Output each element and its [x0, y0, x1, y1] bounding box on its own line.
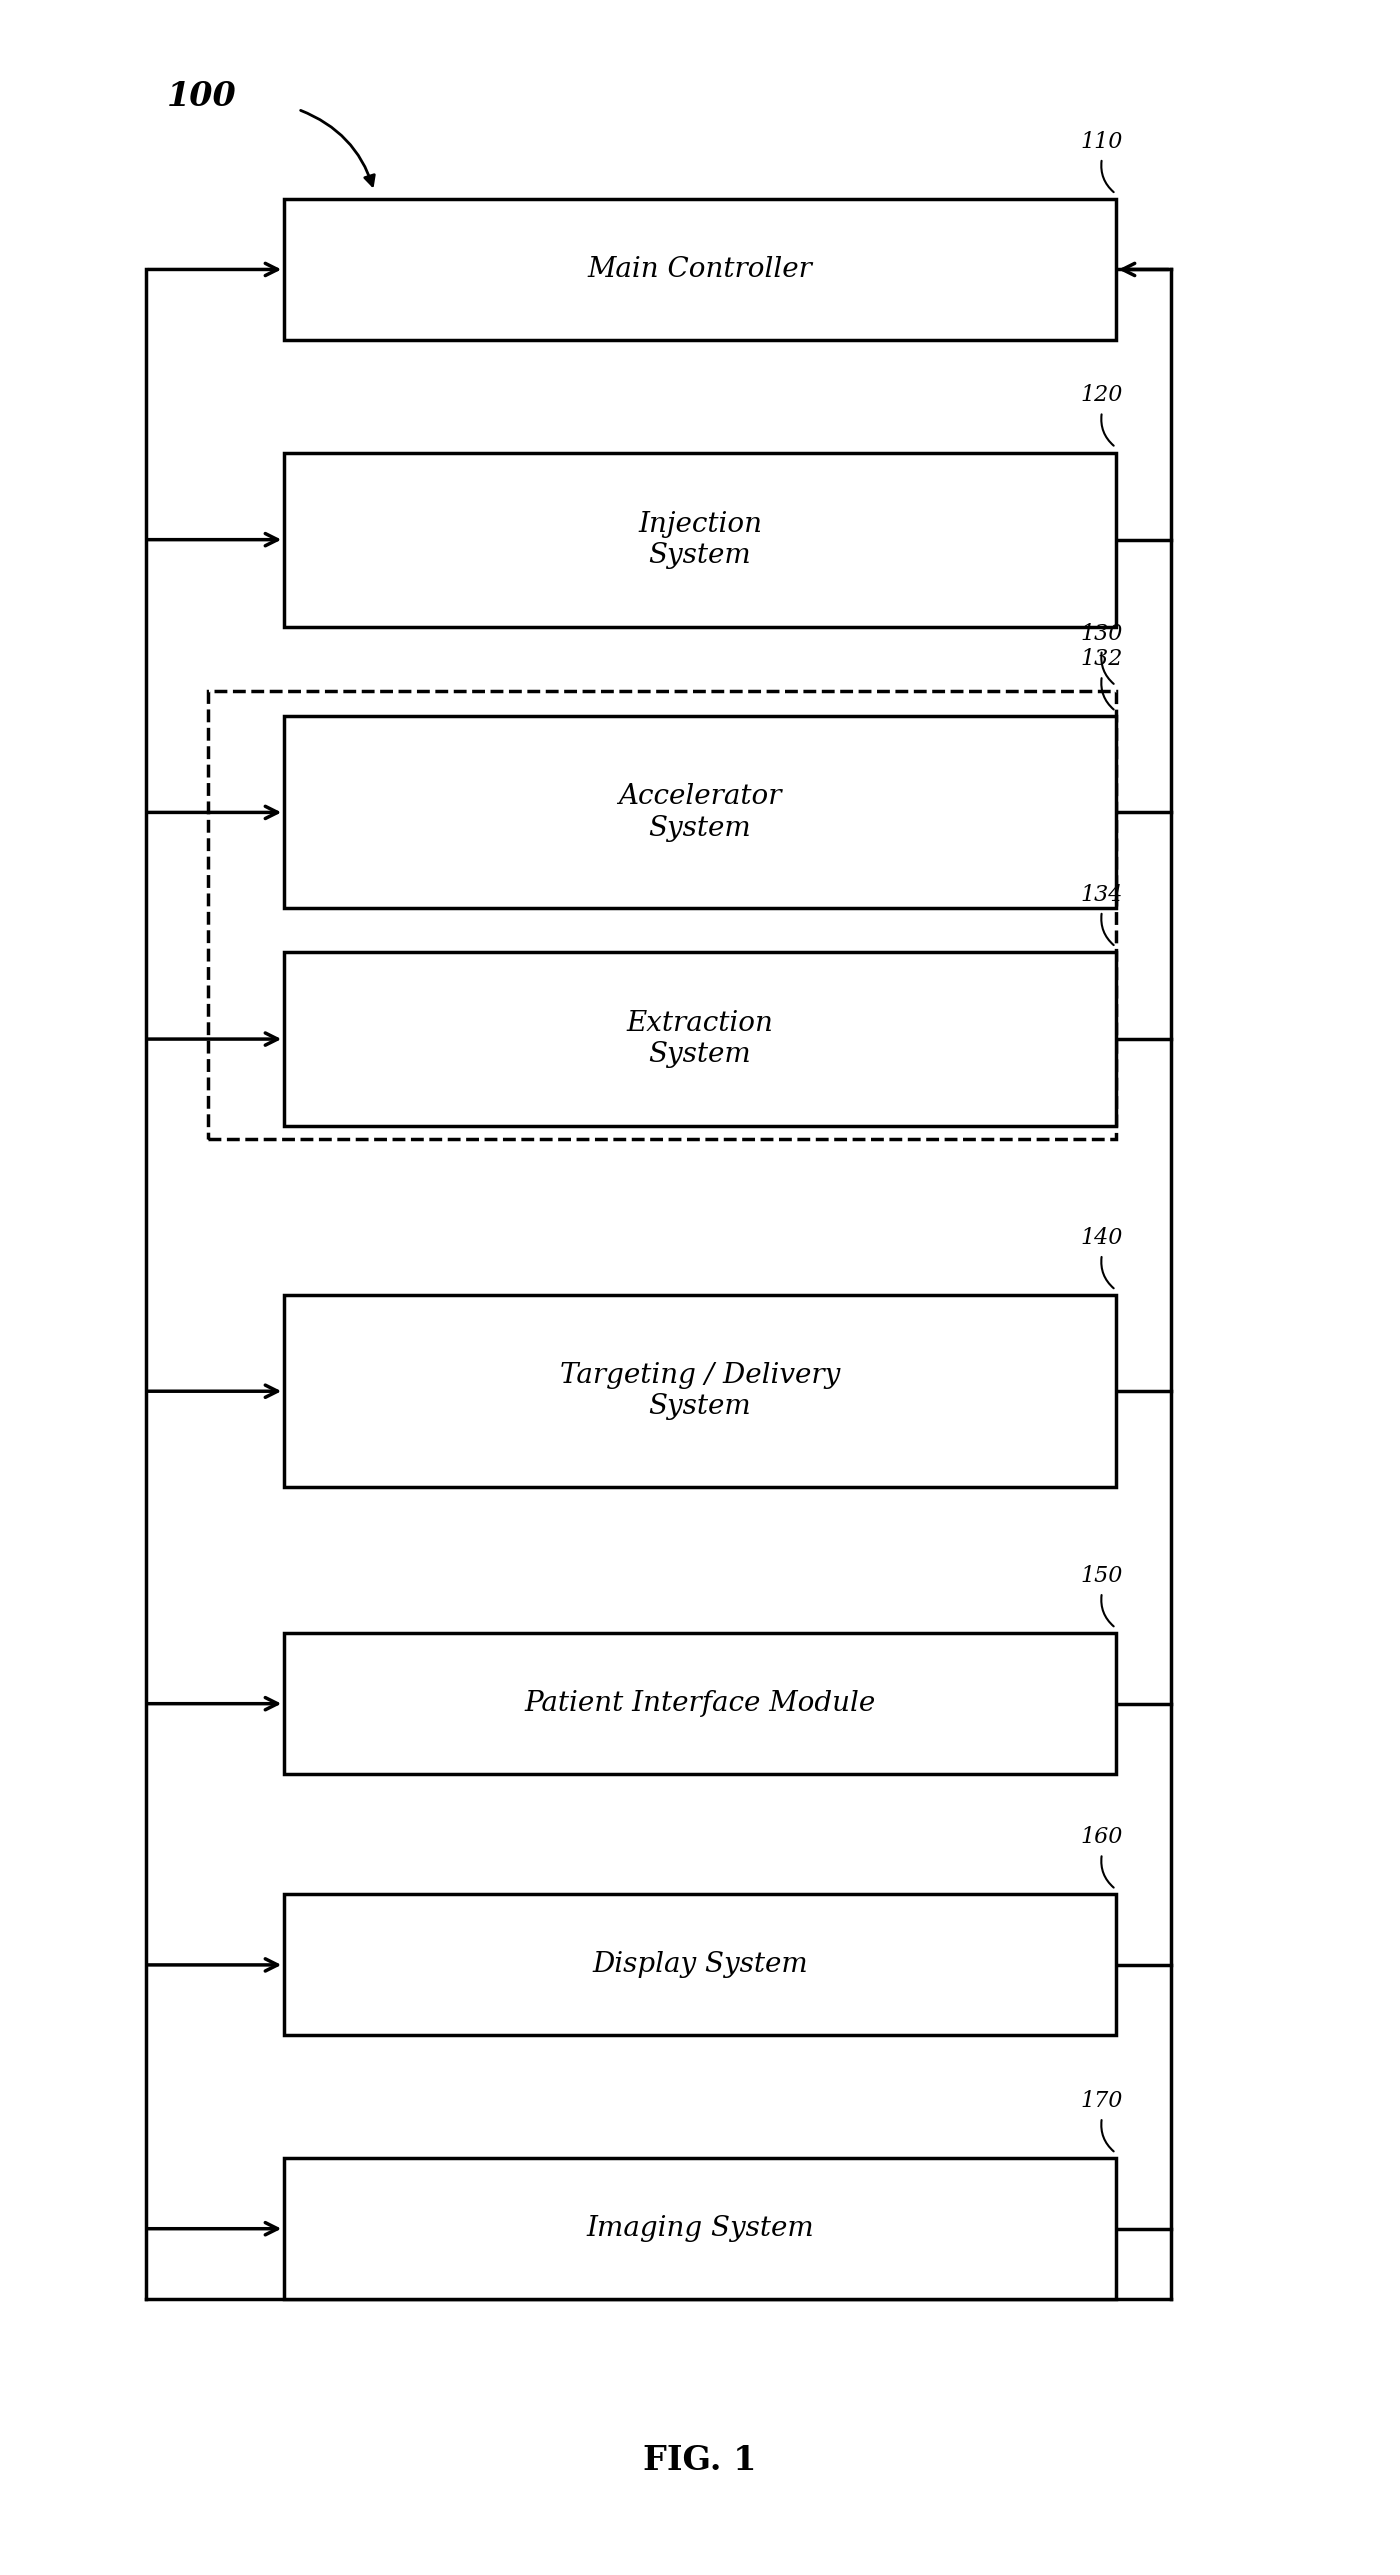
FancyArrowPatch shape — [1102, 1857, 1113, 1887]
Text: Main Controller: Main Controller — [588, 255, 812, 283]
FancyArrowPatch shape — [1102, 160, 1113, 193]
FancyBboxPatch shape — [284, 1633, 1116, 1774]
Text: 132: 132 — [1081, 649, 1123, 670]
Text: Accelerator
System: Accelerator System — [619, 783, 781, 842]
FancyBboxPatch shape — [284, 716, 1116, 909]
FancyArrowPatch shape — [1102, 1257, 1113, 1288]
FancyArrowPatch shape — [1102, 677, 1113, 711]
FancyArrowPatch shape — [1102, 1594, 1113, 1627]
Text: 110: 110 — [1081, 131, 1123, 152]
Text: 140: 140 — [1081, 1228, 1123, 1249]
Text: 100: 100 — [167, 80, 237, 113]
FancyArrowPatch shape — [301, 111, 374, 185]
FancyBboxPatch shape — [209, 690, 1116, 1138]
Text: 160: 160 — [1081, 1826, 1123, 1849]
Text: 130: 130 — [1081, 623, 1123, 644]
FancyArrowPatch shape — [1102, 2119, 1113, 2150]
FancyBboxPatch shape — [284, 2158, 1116, 2299]
FancyBboxPatch shape — [284, 1895, 1116, 2034]
Text: FIG. 1: FIG. 1 — [643, 2444, 757, 2477]
Text: 134: 134 — [1081, 883, 1123, 906]
FancyBboxPatch shape — [284, 453, 1116, 626]
Text: Injection
System: Injection System — [638, 510, 762, 569]
Text: 170: 170 — [1081, 2091, 1123, 2112]
FancyBboxPatch shape — [284, 1295, 1116, 1488]
Text: 120: 120 — [1081, 384, 1123, 407]
FancyArrowPatch shape — [1102, 914, 1113, 945]
Text: Patient Interface Module: Patient Interface Module — [525, 1689, 875, 1718]
Text: Imaging System: Imaging System — [587, 2214, 813, 2243]
Text: Extraction
System: Extraction System — [627, 1009, 773, 1069]
FancyArrowPatch shape — [1102, 415, 1113, 445]
FancyBboxPatch shape — [284, 953, 1116, 1125]
FancyArrowPatch shape — [1102, 651, 1113, 685]
Text: Targeting / Delivery
System: Targeting / Delivery System — [560, 1362, 840, 1421]
Text: 150: 150 — [1081, 1566, 1123, 1586]
Text: Display System: Display System — [592, 1952, 808, 1978]
FancyBboxPatch shape — [284, 198, 1116, 340]
